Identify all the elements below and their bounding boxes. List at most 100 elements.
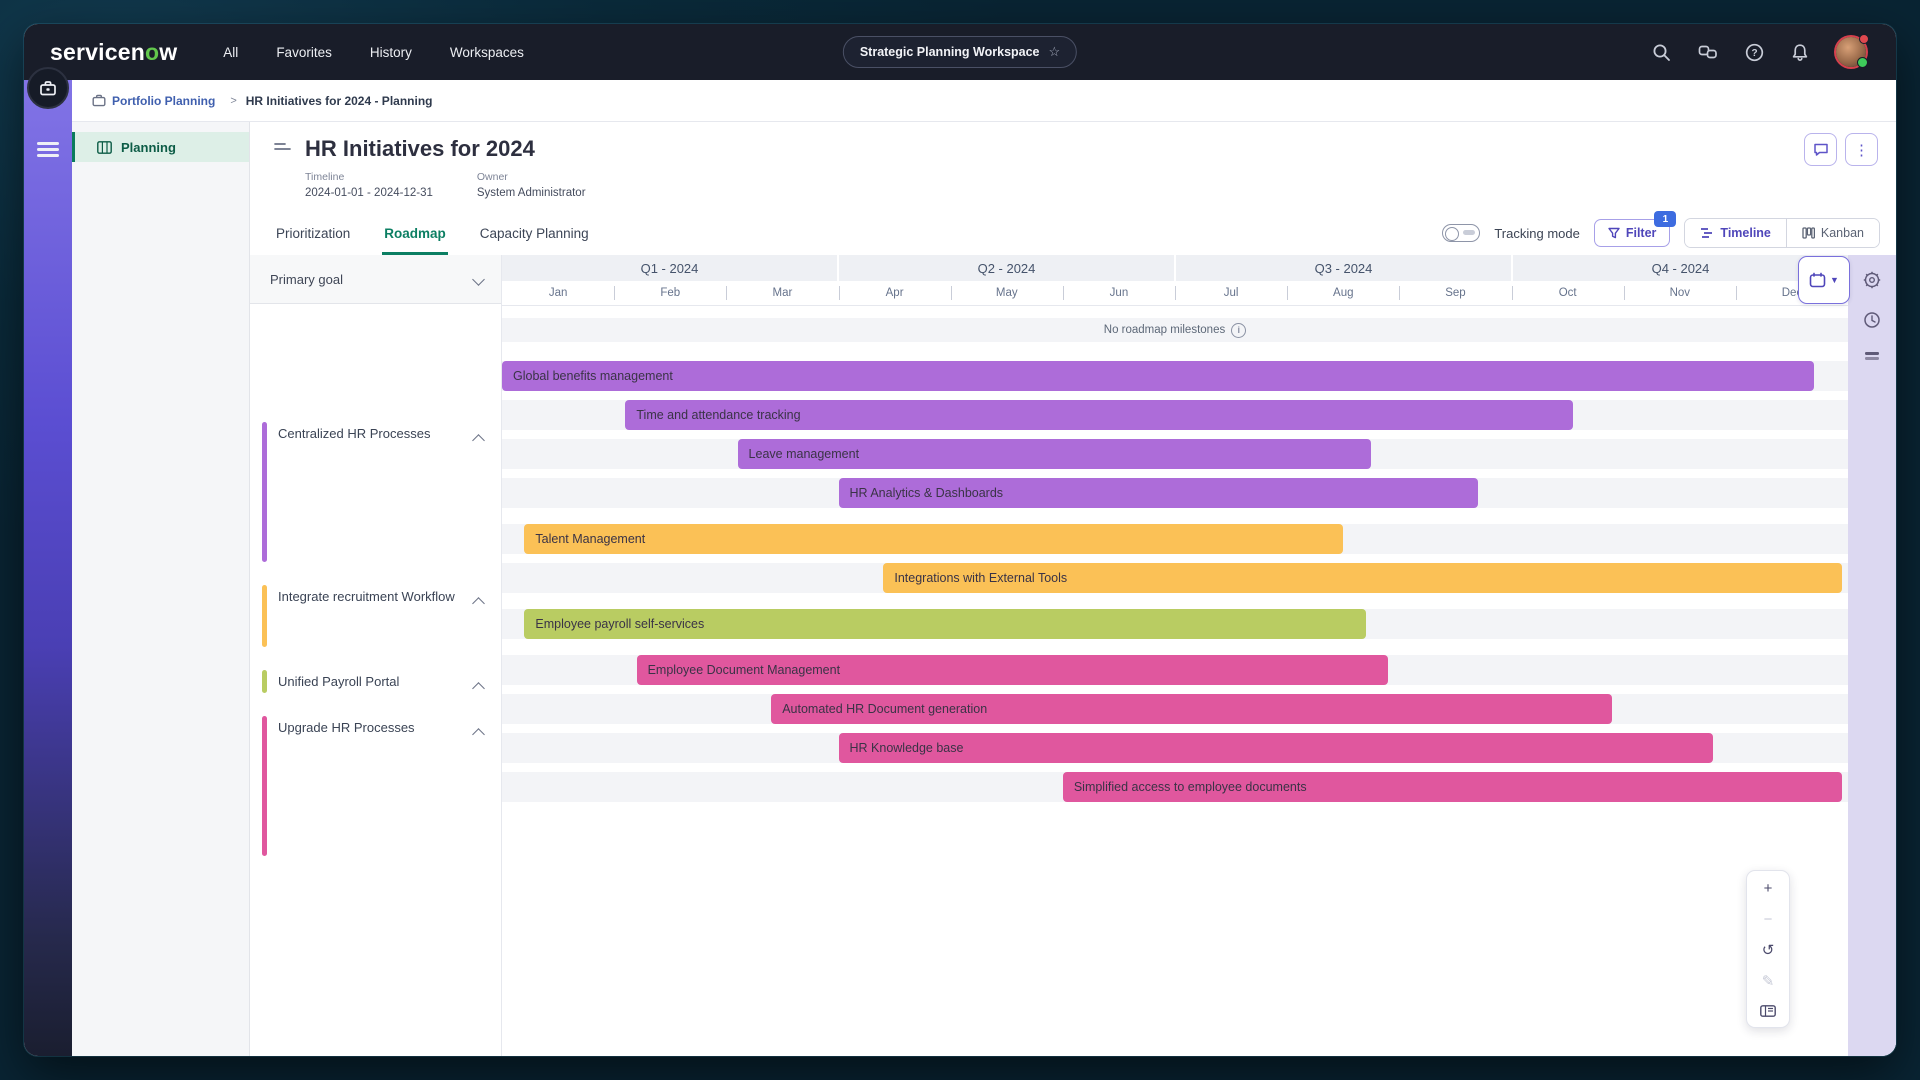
gantt-bar[interactable]: Automated HR Document generation: [771, 694, 1613, 724]
goal-group-4[interactable]: Upgrade HR Processes: [250, 713, 501, 869]
help-icon[interactable]: ?: [1745, 43, 1764, 62]
tracking-mode-label: Tracking mode: [1494, 225, 1580, 241]
view-segment-kanban[interactable]: Kanban: [1785, 219, 1879, 247]
tracking-mode-toggle[interactable]: [1442, 224, 1481, 242]
view-switcher: Timeline Kanban: [1684, 218, 1880, 248]
history-clock-icon[interactable]: [1863, 311, 1881, 329]
edit-pencil-icon[interactable]: ✎: [1761, 973, 1775, 990]
month-tick: [1399, 286, 1401, 300]
zoom-out-icon[interactable]: −: [1763, 911, 1773, 928]
goal-group-3[interactable]: Unified Payroll Portal: [250, 667, 501, 706]
funnel-icon: [1608, 227, 1620, 239]
collapse-group-chevron-icon[interactable]: [472, 431, 485, 450]
tab-prioritization[interactable]: Prioritization: [274, 218, 352, 255]
reset-view-icon[interactable]: ↺: [1761, 942, 1775, 959]
quarter-header-row: Q1 - 2024 Q2 - 2024 Q3 - 2024 Q4 - 2024: [502, 255, 1848, 281]
month-header-jan: Jan: [502, 281, 614, 305]
time-granularity-calendar-button[interactable]: ▼: [1798, 256, 1850, 304]
gantt-chart: Q1 - 2024 Q2 - 2024 Q3 - 2024 Q4 - 2024 Jan…: [502, 255, 1848, 1056]
logo-green-o: o: [144, 38, 160, 65]
filter-button[interactable]: Filter 1: [1593, 211, 1677, 247]
owner-value: System Administrator: [476, 187, 586, 199]
collapse-group-chevron-icon[interactable]: [472, 679, 485, 698]
quarter-header-2: Q2 - 2024: [839, 255, 1176, 281]
more-options-kebab-icon[interactable]: ⋮: [1845, 133, 1878, 166]
info-icon[interactable]: i: [1231, 322, 1247, 338]
gantt-bar[interactable]: HR Analytics & Dashboards: [838, 478, 1478, 508]
month-header-aug: Aug: [1287, 281, 1399, 305]
tab-list: Prioritization Roadmap Capacity Planning: [274, 218, 591, 255]
goals-panel: Primary goal Centralized HR Processes Int…: [250, 255, 502, 1056]
gantt-bar[interactable]: Employee payroll self-services: [524, 609, 1366, 639]
breadcrumb-portfolio-planning[interactable]: Portfolio Planning: [86, 93, 221, 109]
month-header-may: May: [950, 281, 1063, 305]
primary-goal-label: Primary goal: [270, 271, 343, 287]
collapse-list-icon[interactable]: [274, 136, 291, 154]
servicenow-logo[interactable]: servicen o w: [50, 39, 177, 66]
gantt-bar-label: Global benefits management: [513, 369, 673, 383]
goal-group-1[interactable]: Centralized HR Processes: [250, 419, 501, 575]
timeline-view-icon: [1701, 228, 1713, 238]
gantt-bar-label: Automated HR Document generation: [782, 702, 988, 716]
comments-button[interactable]: [1804, 133, 1837, 166]
tab-capacity-planning[interactable]: Capacity Planning: [478, 218, 591, 255]
nav-item-favorites[interactable]: Favorites: [274, 41, 334, 64]
avatar-notification-dot: [1859, 34, 1869, 44]
calendar-icon: [1809, 272, 1826, 288]
tab-roadmap[interactable]: Roadmap: [382, 218, 448, 255]
workspace-pill-button[interactable]: Strategic Planning Workspace ☆: [842, 36, 1078, 68]
gantt-bar[interactable]: Integrations with External Tools: [883, 563, 1843, 593]
gantt-bar[interactable]: Employee Document Management: [636, 655, 1389, 685]
month-header-nov: Nov: [1623, 281, 1736, 305]
month-header-jul: Jul: [1175, 281, 1287, 305]
search-icon[interactable]: [1652, 43, 1671, 62]
view-segment-timeline[interactable]: Timeline: [1685, 219, 1786, 247]
zoom-in-icon[interactable]: +: [1763, 880, 1773, 897]
gantt-bar[interactable]: Talent Management: [524, 524, 1344, 554]
month-label: Sep: [1445, 287, 1466, 299]
no-milestones-label: No roadmap milestones: [1103, 324, 1226, 336]
primary-goal-dropdown[interactable]: Primary goal: [250, 255, 501, 304]
settings-gear-icon[interactable]: [1863, 271, 1881, 289]
collapse-group-chevron-icon[interactable]: [472, 594, 485, 613]
goal-label: Integrate recruitment Workflow: [278, 589, 455, 604]
gantt-bar-label: HR Knowledge base: [849, 741, 964, 755]
month-label: Feb: [660, 287, 681, 299]
online-status-dot: [1857, 57, 1868, 68]
header-icon-group: ?: [1652, 24, 1869, 80]
favorite-star-icon[interactable]: ☆: [1048, 44, 1061, 59]
user-avatar[interactable]: [1836, 34, 1869, 68]
record-meta: Timeline 2024-01-01 - 2024-12-31 Owner S…: [305, 171, 586, 199]
owner-meta: Owner System Administrator: [477, 171, 586, 199]
nav-item-history[interactable]: History: [368, 41, 414, 64]
breadcrumb: Portfolio Planning > HR Initiatives for …: [72, 80, 1896, 122]
sidebar-item-planning[interactable]: Planning: [72, 132, 249, 162]
chevron-up-icon: [472, 597, 485, 610]
owner-label: Owner: [476, 171, 508, 183]
collapse-group-chevron-icon[interactable]: [472, 725, 485, 744]
chat-bubble-icon: [1813, 143, 1828, 156]
segment-label: Kanban: [1820, 226, 1864, 240]
workspace-badge-icon[interactable]: [27, 67, 69, 109]
breadcrumb-current-page: HR Initiatives for 2024 - Planning: [245, 93, 433, 108]
nav-item-workspaces[interactable]: Workspaces: [448, 41, 526, 64]
month-tick: [614, 286, 616, 300]
chevron-down-icon: [472, 272, 485, 286]
conversations-icon[interactable]: [1698, 43, 1718, 61]
notifications-bell-icon[interactable]: [1791, 43, 1809, 62]
gantt-bar[interactable]: Simplified access to employee documents: [1062, 772, 1843, 802]
quarter-header-3: Q3 - 2024: [1176, 255, 1513, 281]
menu-hamburger-icon[interactable]: [37, 142, 59, 158]
nav-item-all[interactable]: All: [221, 41, 240, 64]
goal-group-2[interactable]: Integrate recruitment Workflow: [250, 582, 501, 660]
gantt-bar[interactable]: Global benefits management: [502, 361, 1815, 391]
gantt-bar[interactable]: Time and attendance tracking: [625, 400, 1574, 430]
primary-nav: All Favorites History Workspaces: [221, 41, 526, 64]
sidebar-item-label: Planning: [121, 139, 176, 155]
gantt-bar[interactable]: HR Knowledge base: [838, 733, 1714, 763]
legend-card-icon[interactable]: [1760, 1005, 1776, 1017]
collapse-panel-icon[interactable]: [1864, 351, 1880, 361]
gantt-group-3: Employee payroll self-services: [502, 609, 1848, 648]
gantt-bar[interactable]: Leave management: [737, 439, 1372, 469]
goal-color-bar: [262, 585, 267, 647]
